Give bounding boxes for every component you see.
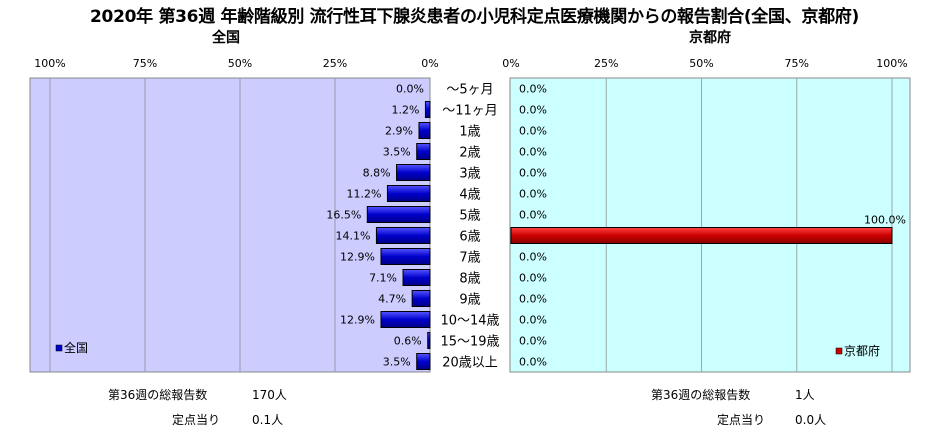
right-axis-tick-label: 50% <box>689 57 713 70</box>
left-axis-tick-label: 25% <box>323 57 347 70</box>
right-axis-tick-label: 0% <box>502 57 519 70</box>
national-data-label: 3.5% <box>383 356 411 369</box>
national-data-label: 0.6% <box>394 335 422 348</box>
left-axis-tick-label: 50% <box>228 57 252 70</box>
national-data-label: 14.1% <box>335 230 370 243</box>
category-label: 9歳 <box>459 293 480 308</box>
national-bar <box>375 227 431 244</box>
category-label: 10～14歳 <box>440 314 499 329</box>
national-bar <box>366 206 431 223</box>
national-data-label: 0.0% <box>396 83 424 96</box>
kyoto-data-label: 0.0% <box>519 83 547 96</box>
category-label: 20歳以上 <box>442 356 498 371</box>
category-label: 2歳 <box>459 146 480 161</box>
category-label: 3歳 <box>459 167 480 182</box>
national-per-site-label: 定点当り <box>172 413 221 427</box>
kyoto-data-label: 0.0% <box>519 209 547 222</box>
category-label: 7歳 <box>459 251 480 266</box>
category-label: 4歳 <box>459 188 480 203</box>
national-data-label: 8.8% <box>363 167 391 180</box>
kyoto-per-site-label: 定点当り <box>717 413 766 427</box>
category-label: ～11ヶ月 <box>442 104 498 119</box>
kyoto-data-label: 0.0% <box>519 188 547 201</box>
national-bar <box>380 311 431 328</box>
left-plot-area <box>29 77 431 373</box>
kyoto-bar <box>510 227 893 244</box>
kyoto-data-label: 0.0% <box>519 335 547 348</box>
national-bar <box>402 269 431 286</box>
kyoto-total-value: 1人 <box>795 388 815 402</box>
kyoto-data-label: 0.0% <box>519 104 547 117</box>
national-legend-label: 全国 <box>64 340 88 355</box>
national-data-label: 1.2% <box>391 104 419 117</box>
national-bar <box>380 248 431 265</box>
right-panel-title: 京都府 <box>689 30 731 46</box>
left-axis-tick-label: 100% <box>34 57 65 70</box>
category-label: 8歳 <box>459 272 480 287</box>
kyoto-legend-swatch <box>835 347 843 355</box>
right-axis-tick-label: 100% <box>876 57 907 70</box>
right-plot-area <box>509 77 911 373</box>
national-data-label: 12.9% <box>340 314 375 327</box>
national-data-label: 16.5% <box>326 209 361 222</box>
national-bar <box>411 290 431 307</box>
kyoto-legend-label: 京都府 <box>844 343 880 358</box>
national-data-label: 3.5% <box>383 146 411 159</box>
left-panel-title: 全国 <box>212 30 240 46</box>
category-label: 1歳 <box>459 125 480 140</box>
left-axis-tick-label: 75% <box>133 57 157 70</box>
kyoto-data-label: 0.0% <box>519 356 547 369</box>
category-label: 6歳 <box>459 230 480 245</box>
national-bar <box>418 122 431 139</box>
kyoto-per-site-value: 0.0人 <box>795 413 827 427</box>
national-per-site-value: 0.1人 <box>252 413 284 427</box>
kyoto-data-label: 100.0% <box>864 214 906 227</box>
national-data-label: 4.7% <box>378 293 406 306</box>
national-total-value: 170人 <box>252 388 287 402</box>
kyoto-data-label: 0.0% <box>519 293 547 306</box>
national-bar <box>427 332 431 349</box>
kyoto-data-label: 0.0% <box>519 167 547 180</box>
left-axis-tick-label: 0% <box>421 57 438 70</box>
national-bar <box>396 164 431 181</box>
chart-title: 2020年 第36週 年齢階級別 流行性耳下腺炎患者の小児科定点医療機関からの報… <box>90 7 859 27</box>
kyoto-data-label: 0.0% <box>519 272 547 285</box>
national-bar <box>386 185 431 202</box>
category-label: ～5ヶ月 <box>446 83 493 98</box>
national-data-label: 2.9% <box>385 125 413 138</box>
national-data-label: 7.1% <box>369 272 397 285</box>
national-bar <box>416 143 431 160</box>
right-axis-tick-label: 75% <box>785 57 809 70</box>
right-axis-tick-label: 25% <box>594 57 618 70</box>
kyoto-data-label: 0.0% <box>519 125 547 138</box>
kyoto-total-label: 第36週の総報告数 <box>651 388 751 402</box>
national-total-label: 第36週の総報告数 <box>108 388 208 402</box>
kyoto-data-label: 0.0% <box>519 314 547 327</box>
national-data-label: 12.9% <box>340 251 375 264</box>
national-data-label: 11.2% <box>346 188 381 201</box>
kyoto-data-label: 0.0% <box>519 146 547 159</box>
category-label: 5歳 <box>459 209 480 224</box>
category-label: 15～19歳 <box>440 335 499 350</box>
national-bar <box>416 353 431 370</box>
national-bar <box>424 101 431 118</box>
kyoto-data-label: 0.0% <box>519 251 547 264</box>
national-legend-swatch <box>55 344 63 352</box>
